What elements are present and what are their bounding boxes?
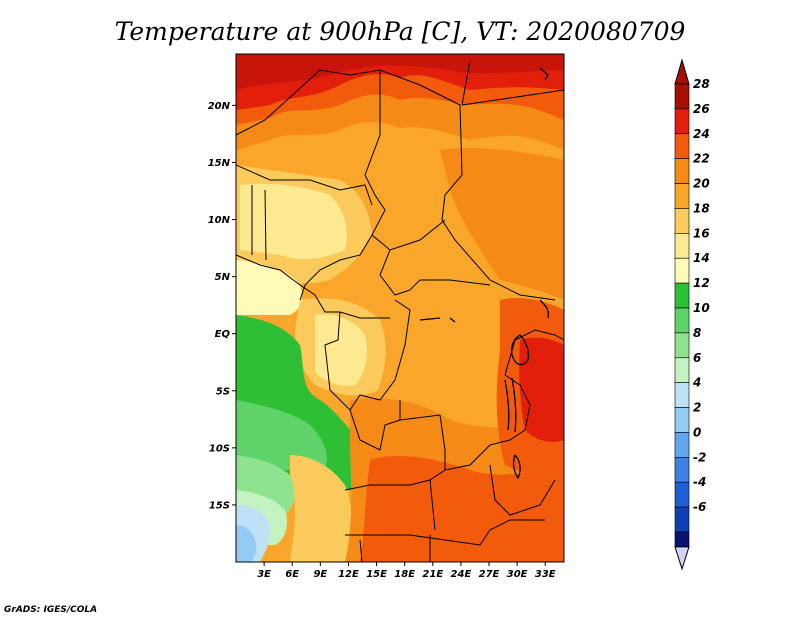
lat-tick-label: 15N (208, 158, 231, 169)
colorbar-label: 0 (693, 425, 701, 439)
colorbar-segment (674, 457, 690, 483)
colorbar-bottom-arrow (674, 546, 690, 571)
colorbar-segment (674, 233, 690, 259)
footer-credit: GrADS: IGES/COLA (4, 605, 97, 615)
colorbar-label: 10 (693, 301, 710, 315)
colorbar-label: 20 (693, 177, 710, 191)
lon-tick-label: 12E (338, 569, 359, 580)
lat-tick-label: 10N (208, 215, 231, 226)
lat-tick-label: 20N (208, 101, 231, 112)
colorbar-label: -4 (693, 475, 706, 489)
map-title: Temperature at 900hPa [C], VT: 202008070… (115, 17, 686, 46)
colorbar-label: -2 (693, 450, 706, 464)
colorbar-segment (674, 208, 690, 234)
colorbar-top-arrow (674, 58, 690, 85)
colorbar-segment (674, 531, 690, 548)
colorbar-segment (674, 307, 690, 334)
colorbar-segment (674, 506, 690, 533)
temperature-field (236, 54, 564, 562)
colorbar-segment (674, 407, 690, 433)
colorbar-segment (674, 257, 690, 284)
lon-tick-label: 21E (422, 569, 443, 580)
lat-tick-label: 5S (216, 386, 230, 397)
colorbar-label: 26 (693, 102, 710, 116)
colorbar-label: 4 (692, 376, 701, 390)
colorbar-segment (674, 382, 690, 408)
colorbar-label: 28 (693, 77, 710, 91)
colorbar-segment (674, 432, 690, 458)
colorbar-segment (674, 133, 690, 159)
colorbar-segment (674, 282, 690, 309)
lon-tick-label: 24E (451, 569, 472, 580)
latitude-axis: 20N 15N 10N 5N EQ 5S 10S 15S (208, 101, 236, 511)
longitude-axis: 3E 6E 9E 12E 15E 18E 21E 24E 27E 30E 33E (257, 562, 556, 580)
colorbar-label: -6 (693, 500, 706, 514)
lat-tick-label: 10S (209, 443, 230, 454)
lon-tick-label: 18E (394, 569, 415, 580)
colorbar-label: 18 (693, 201, 710, 215)
lon-tick-label: 27E (479, 569, 500, 580)
colorbar-segment (674, 332, 690, 359)
lon-tick-label: 15E (366, 569, 387, 580)
lon-tick-label: 30E (507, 569, 528, 580)
lon-tick-label: 6E (285, 569, 299, 580)
colorbar-segment (674, 357, 690, 383)
map-frame (235, 53, 565, 563)
colorbar-label: 2 (693, 401, 701, 415)
lat-tick-label: 5N (215, 272, 231, 283)
colorbar-segment (674, 108, 690, 135)
lat-tick-label: 15S (209, 500, 230, 511)
colorbar-segment (674, 481, 690, 508)
lat-tick-label: EQ (215, 329, 231, 340)
lon-tick-label: 3E (257, 569, 271, 580)
colorbar-label: 8 (693, 326, 701, 340)
lon-tick-label: 9E (313, 569, 327, 580)
colorbar-segment (674, 158, 690, 184)
colorbar-label: 14 (693, 251, 710, 265)
colorbar-label: 6 (693, 351, 701, 365)
lakes-coasts (419, 67, 550, 480)
colorbar-label: 12 (693, 276, 710, 290)
colorbar-label: 16 (693, 226, 710, 240)
colorbar-segment (674, 183, 690, 209)
lon-tick-label: 33E (535, 569, 556, 580)
colorbar-label: 24 (693, 127, 710, 141)
colorbar-segment (674, 83, 690, 110)
colorbar-label: 22 (693, 152, 710, 166)
country-borders (236, 59, 564, 562)
